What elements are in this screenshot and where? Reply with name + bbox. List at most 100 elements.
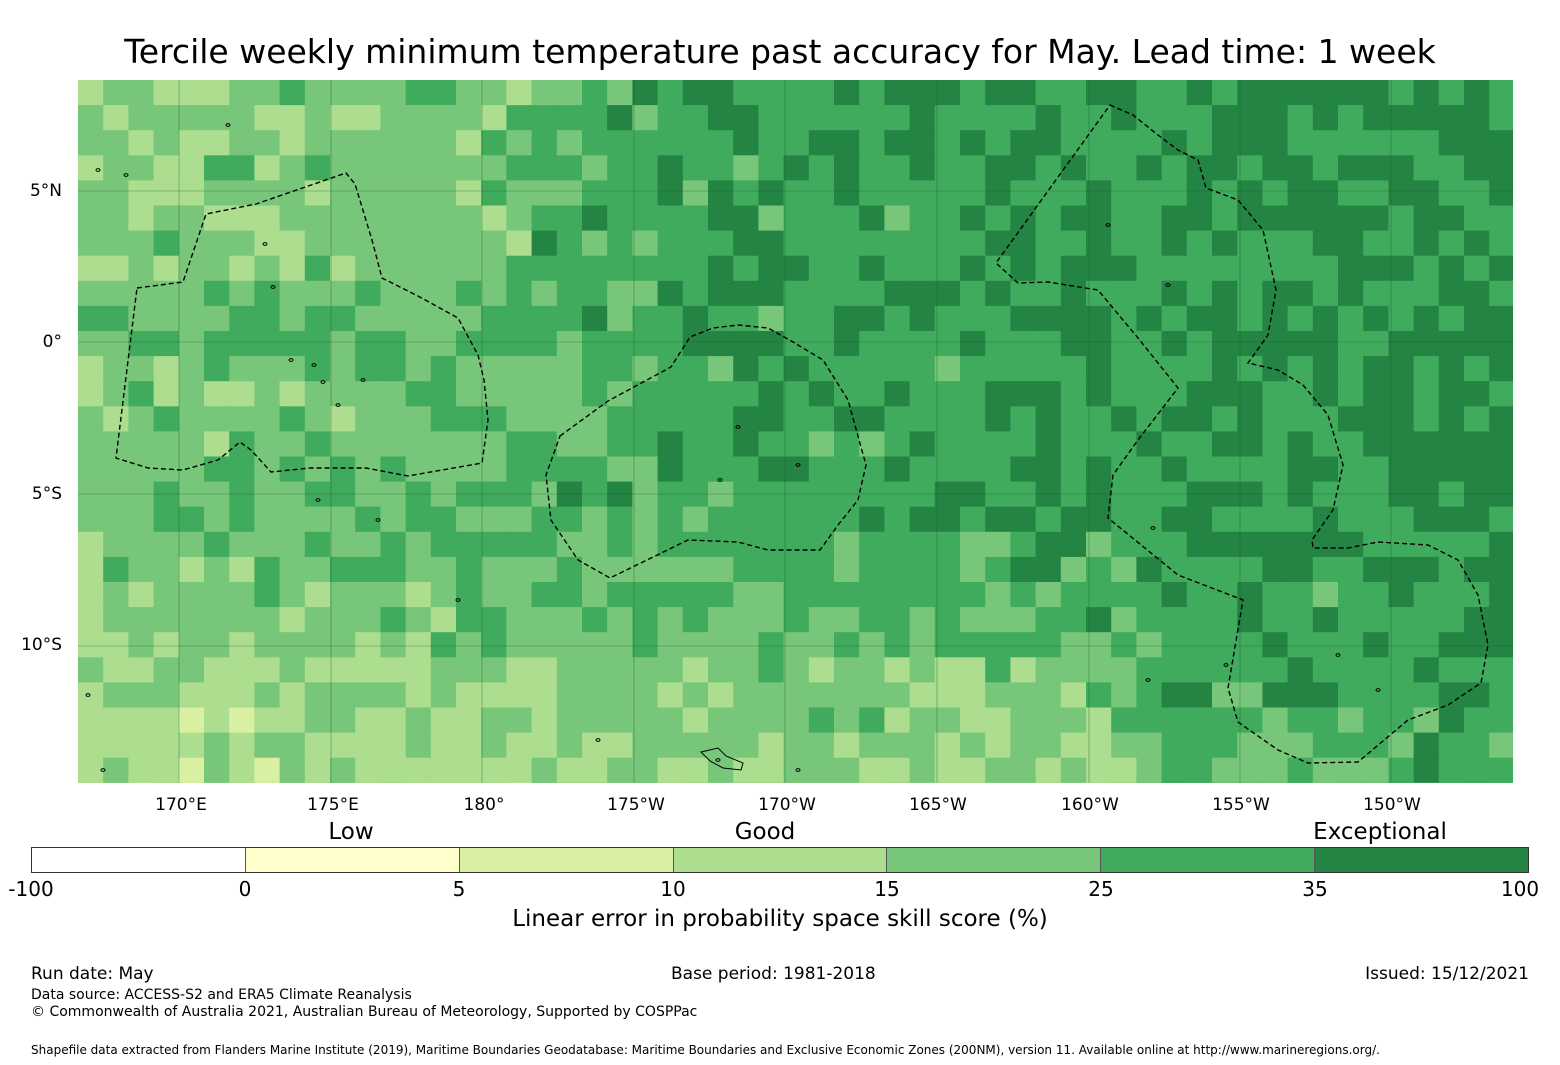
skill-cell (330, 481, 356, 508)
skill-cell (934, 707, 961, 734)
skill-cell (1212, 130, 1238, 156)
skill-cell (808, 105, 835, 131)
skill-cell (531, 657, 558, 683)
skill-cell (708, 155, 734, 181)
skill-cell (531, 732, 558, 759)
skill-cell (1262, 657, 1289, 683)
skill-cell (128, 707, 155, 734)
skill-cell (1363, 481, 1389, 508)
skill-cell (607, 105, 633, 131)
skill-cell (1086, 757, 1112, 783)
skill-cell (153, 757, 180, 783)
skill-cell (279, 682, 306, 709)
skill-cell (178, 506, 205, 533)
skill-cell (1186, 506, 1213, 533)
skill-cell (304, 531, 331, 558)
skill-cell (1413, 381, 1440, 407)
skill-cell (103, 757, 129, 783)
skill-cell (657, 707, 684, 734)
skill-cell (1312, 506, 1339, 533)
skill-cell (909, 230, 936, 257)
skill-cell (1312, 255, 1339, 282)
skill-cell (254, 582, 281, 608)
skill-cell (229, 205, 255, 232)
skill-cell (733, 406, 759, 432)
skill-cell (380, 682, 407, 709)
skill-cell (934, 456, 961, 483)
skill-cell (405, 607, 432, 633)
skill-cell (1186, 732, 1213, 759)
skill-cell (254, 305, 281, 332)
skill-cell (380, 456, 407, 483)
skill-cell (355, 80, 381, 106)
skill-cell (506, 331, 533, 357)
skill-cell (204, 607, 230, 633)
skill-cell (1262, 732, 1289, 759)
skill-cell (380, 556, 407, 583)
skill-cell (430, 356, 457, 382)
skill-cell (1136, 556, 1163, 583)
skill-cell (153, 607, 180, 633)
skill-cell (531, 205, 558, 232)
island-outline (315, 498, 321, 502)
skill-cell (582, 130, 608, 156)
skill-cell (1237, 406, 1263, 432)
eez-boundary-central (545, 324, 867, 579)
skill-cell (1010, 682, 1037, 709)
skill-cell (884, 632, 911, 658)
skill-cell (884, 732, 911, 759)
skill-cell (279, 331, 306, 357)
skill-cell (481, 732, 507, 759)
skill-cell (380, 707, 407, 734)
skill-cell (859, 607, 885, 633)
skill-cell (1489, 406, 1513, 432)
skill-cell (355, 682, 381, 709)
skill-cell (682, 757, 709, 783)
skill-cell (1237, 80, 1263, 106)
lon-label-165w: 165°W (909, 795, 967, 815)
skill-cell (1237, 180, 1263, 207)
skill-cell (1060, 255, 1087, 282)
skill-cell (1464, 331, 1490, 357)
skill-cell (430, 506, 457, 533)
skill-cell (808, 607, 835, 633)
skill-cell (355, 431, 381, 458)
skill-cell (1312, 331, 1339, 357)
skill-cell (1136, 582, 1163, 608)
skill-cell (582, 381, 608, 407)
skill-cell (783, 732, 810, 759)
skill-cell (1338, 632, 1364, 658)
skill-cell (1438, 431, 1465, 458)
skill-cell (1312, 356, 1339, 382)
skill-cell (808, 80, 835, 106)
skill-cell (531, 155, 558, 181)
skill-cell (1161, 381, 1188, 407)
skill-cell (1489, 657, 1513, 683)
skill-cell (607, 80, 633, 106)
skill-cell (229, 305, 255, 332)
skill-cell (153, 707, 180, 734)
skill-cell (808, 406, 835, 432)
island-outline (375, 518, 381, 522)
skill-cell (1312, 205, 1339, 232)
skill-cell (556, 682, 583, 709)
skill-cell (1262, 531, 1289, 558)
skill-cell (758, 230, 785, 257)
skill-cell (103, 632, 129, 658)
skill-cell (834, 331, 860, 357)
skill-cell (1388, 531, 1415, 558)
skill-cell (884, 155, 911, 181)
skill-cell (229, 105, 255, 131)
skill-cell (1212, 757, 1238, 783)
skill-cell (808, 456, 835, 483)
skill-cell (1363, 230, 1389, 257)
skill-cell (1262, 155, 1289, 181)
skill-cell (153, 506, 180, 533)
skill-cell (254, 180, 281, 207)
skill-cell (582, 607, 608, 633)
skill-cell (985, 657, 1011, 683)
skill-cell (682, 632, 709, 658)
skill-cell (783, 582, 810, 608)
skill-cell (884, 406, 911, 432)
skill-cell (78, 732, 104, 759)
